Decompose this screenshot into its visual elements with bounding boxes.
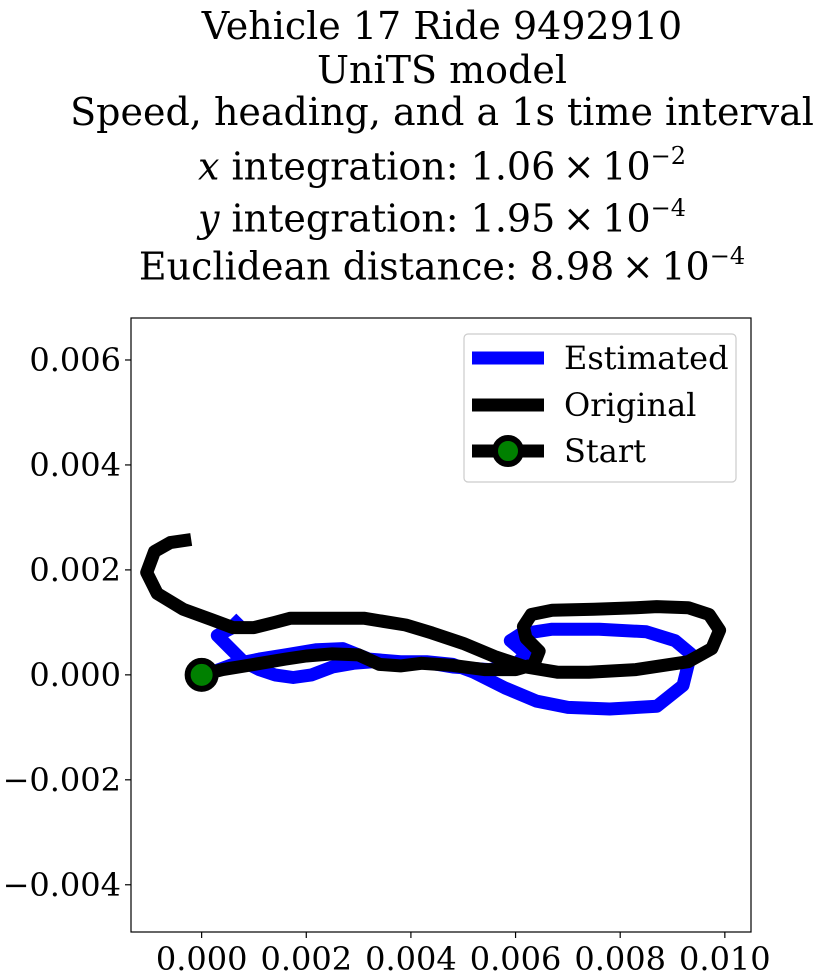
legend-label-original: Original — [564, 386, 696, 424]
title-line-euclidean: Euclidean distance: 8.98 × 10−4 — [0, 236, 814, 289]
y-tick-label: 0.002 — [29, 551, 121, 589]
title-line-1: Vehicle 17 Ride 9492910 — [201, 4, 683, 48]
legend-label-start: Start — [564, 432, 646, 470]
title-line-x-integration: x integration: 1.06 × 10−2 — [0, 136, 814, 189]
plot-area — [140, 533, 727, 716]
x-axis: 0.000 0.002 0.004 0.006 0.008 0.010 — [156, 932, 771, 978]
y-tick-label: 0.006 — [29, 341, 121, 379]
title-line-y-integration: y integration: 1.95 × 10−4 — [0, 188, 814, 241]
x-tick-label: 0.006 — [470, 940, 562, 978]
y-variable-label: y — [197, 196, 220, 241]
plot-frame — [130, 317, 752, 933]
y-tick-label: 0.004 — [29, 446, 121, 484]
x-integration-text: integration: 1.06 × 10 — [219, 144, 651, 189]
start-marker — [184, 657, 219, 692]
x-tick-label: 0.002 — [260, 940, 352, 978]
y-axis: 0.006 0.004 0.002 0.000 −0.002 −0.004 — [3, 341, 131, 904]
y-integration-text: integration: 1.95 × 10 — [219, 196, 651, 241]
y-tick-label: 0.000 — [29, 656, 121, 694]
title-line-2: UniTS model — [317, 48, 567, 92]
y-integration-exponent: −4 — [650, 194, 687, 222]
y-tick-label: −0.004 — [3, 866, 121, 904]
legend-marker-start — [492, 435, 524, 467]
x-tick-label: 0.000 — [156, 940, 248, 978]
y-tick-label: −0.002 — [3, 761, 121, 799]
series-line-original — [140, 533, 727, 682]
title-line-3: Speed, heading, and a 1s time interval — [70, 90, 814, 134]
x-tick-label: 0.010 — [679, 940, 771, 978]
x-variable-label: x — [197, 144, 220, 189]
euclidean-text: Euclidean distance: 8.98 × 10 — [138, 244, 710, 289]
x-integration-exponent: −2 — [650, 142, 687, 170]
x-tick-label: 0.008 — [574, 940, 666, 978]
x-tick-label: 0.004 — [365, 940, 457, 978]
legend-label-estimated: Estimated — [564, 339, 729, 377]
euclidean-exponent: −4 — [709, 242, 746, 270]
legend: Estimated Original Start — [463, 333, 737, 483]
